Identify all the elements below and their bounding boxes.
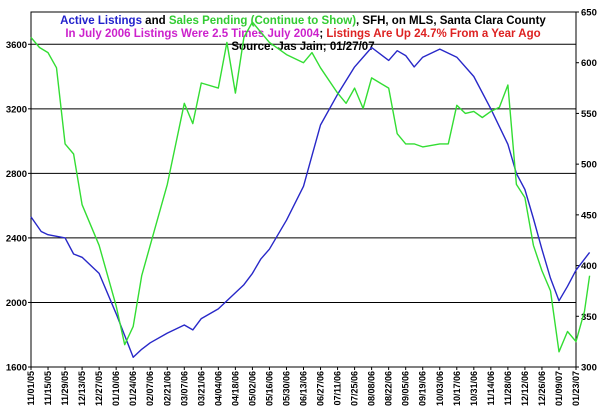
x-tick-label: 11/15/05: [43, 371, 53, 406]
right-tick-label: 450: [581, 210, 597, 221]
x-tick-label: 05/02/06: [247, 371, 257, 406]
x-tick-label: 11/01/05: [26, 371, 36, 406]
chart-title: Active Listings and Sales Pending (Conti…: [60, 15, 546, 53]
x-tick-label: 08/08/06: [367, 371, 377, 406]
x-tick-label: 11/14/06: [486, 371, 496, 406]
left-tick-label: 3200: [6, 104, 27, 115]
x-tick-label: 03/21/06: [196, 371, 206, 406]
x-tick-label: 12/26/06: [537, 371, 547, 406]
x-tick-label: 11/29/05: [60, 371, 70, 406]
x-tick-label: 06/27/06: [316, 371, 326, 406]
left-tick-label: 2800: [6, 169, 27, 180]
grid-lines: [31, 43, 576, 303]
title-segment: Active Listings: [60, 15, 142, 27]
x-tick-label: 02/21/06: [162, 371, 172, 406]
left-tick-label: 2400: [6, 233, 27, 244]
series-line: [30, 46, 591, 358]
x-tick-label: 01/23/07: [571, 371, 581, 406]
x-tick-label: 10/31/06: [469, 371, 479, 406]
x-tick-label: 08/22/06: [384, 371, 394, 406]
x-tick-label: 07/25/06: [350, 371, 360, 406]
title-line: Active Listings and Sales Pending (Conti…: [60, 15, 546, 27]
right-tick-label: 550: [581, 109, 597, 120]
title-line: Source: Jas Jain; 01/27/07: [231, 41, 374, 53]
x-tick-label: 05/16/06: [264, 371, 274, 406]
left-tick-label: 1600: [6, 363, 27, 374]
series-line: [30, 21, 591, 353]
right-axis-ticks: 300 350 400 450 500 550 600 650: [576, 8, 597, 374]
plot-background: [31, 12, 576, 367]
x-tick-label: 01/10/06: [111, 371, 121, 406]
series-lines: [30, 21, 591, 358]
x-tick-label: 01/09/07: [554, 371, 564, 406]
x-tick-label: 12/13/05: [77, 371, 87, 406]
x-tick-label: 07/11/06: [333, 371, 343, 406]
x-tick-label: 05/30/06: [281, 371, 291, 406]
right-tick-label: 500: [581, 160, 597, 171]
x-tick-label: 11/28/06: [503, 371, 513, 406]
x-tick-label: 12/12/06: [520, 371, 530, 406]
right-tick-label: 400: [581, 261, 597, 272]
title-line: In July 2006 Listings Were 2.5 Times Jul…: [65, 28, 540, 40]
x-tick-label: 10/17/06: [452, 371, 462, 406]
x-tick-label: 09/19/06: [418, 371, 428, 406]
title-segment: In July 2006 Listings Were 2.5 Times Jul…: [65, 28, 320, 40]
x-axis-ticks: 11/01/05 11/15/05 11/29/05 12/13/05 12/27/05…: [26, 367, 581, 406]
left-axis-ticks: 1600 2000 2400 2800 3200 3600: [6, 40, 31, 374]
x-tick-label: 06/13/06: [299, 371, 309, 406]
x-tick-label: 10/03/06: [435, 371, 445, 406]
title-segment: , SFH, on MLS, Santa Clara County: [356, 15, 546, 27]
title-segment: and: [142, 15, 169, 27]
right-tick-label: 300: [581, 363, 597, 374]
x-tick-label: 09/05/06: [401, 371, 411, 406]
right-tick-label: 600: [581, 58, 597, 69]
right-tick-label: 650: [581, 8, 597, 19]
title-segment: ;: [319, 28, 326, 40]
left-tick-label: 2000: [6, 298, 27, 309]
x-tick-label: 02/07/06: [145, 371, 155, 406]
x-tick-label: 04/04/06: [213, 371, 223, 406]
title-segment: Sales Pending (Continue to Show): [169, 15, 356, 27]
right-tick-label: 350: [581, 312, 597, 323]
x-tick-label: 03/07/06: [179, 371, 189, 406]
x-tick-label: 04/18/06: [230, 371, 240, 406]
x-tick-label: 12/27/05: [94, 371, 104, 406]
x-tick-label: 01/24/06: [128, 371, 138, 406]
left-tick-label: 3600: [6, 40, 27, 51]
title-segment: Source: Jas Jain; 01/27/07: [231, 41, 374, 53]
title-segment: Listings Are Up 24.7% From a Year Ago: [326, 28, 540, 40]
